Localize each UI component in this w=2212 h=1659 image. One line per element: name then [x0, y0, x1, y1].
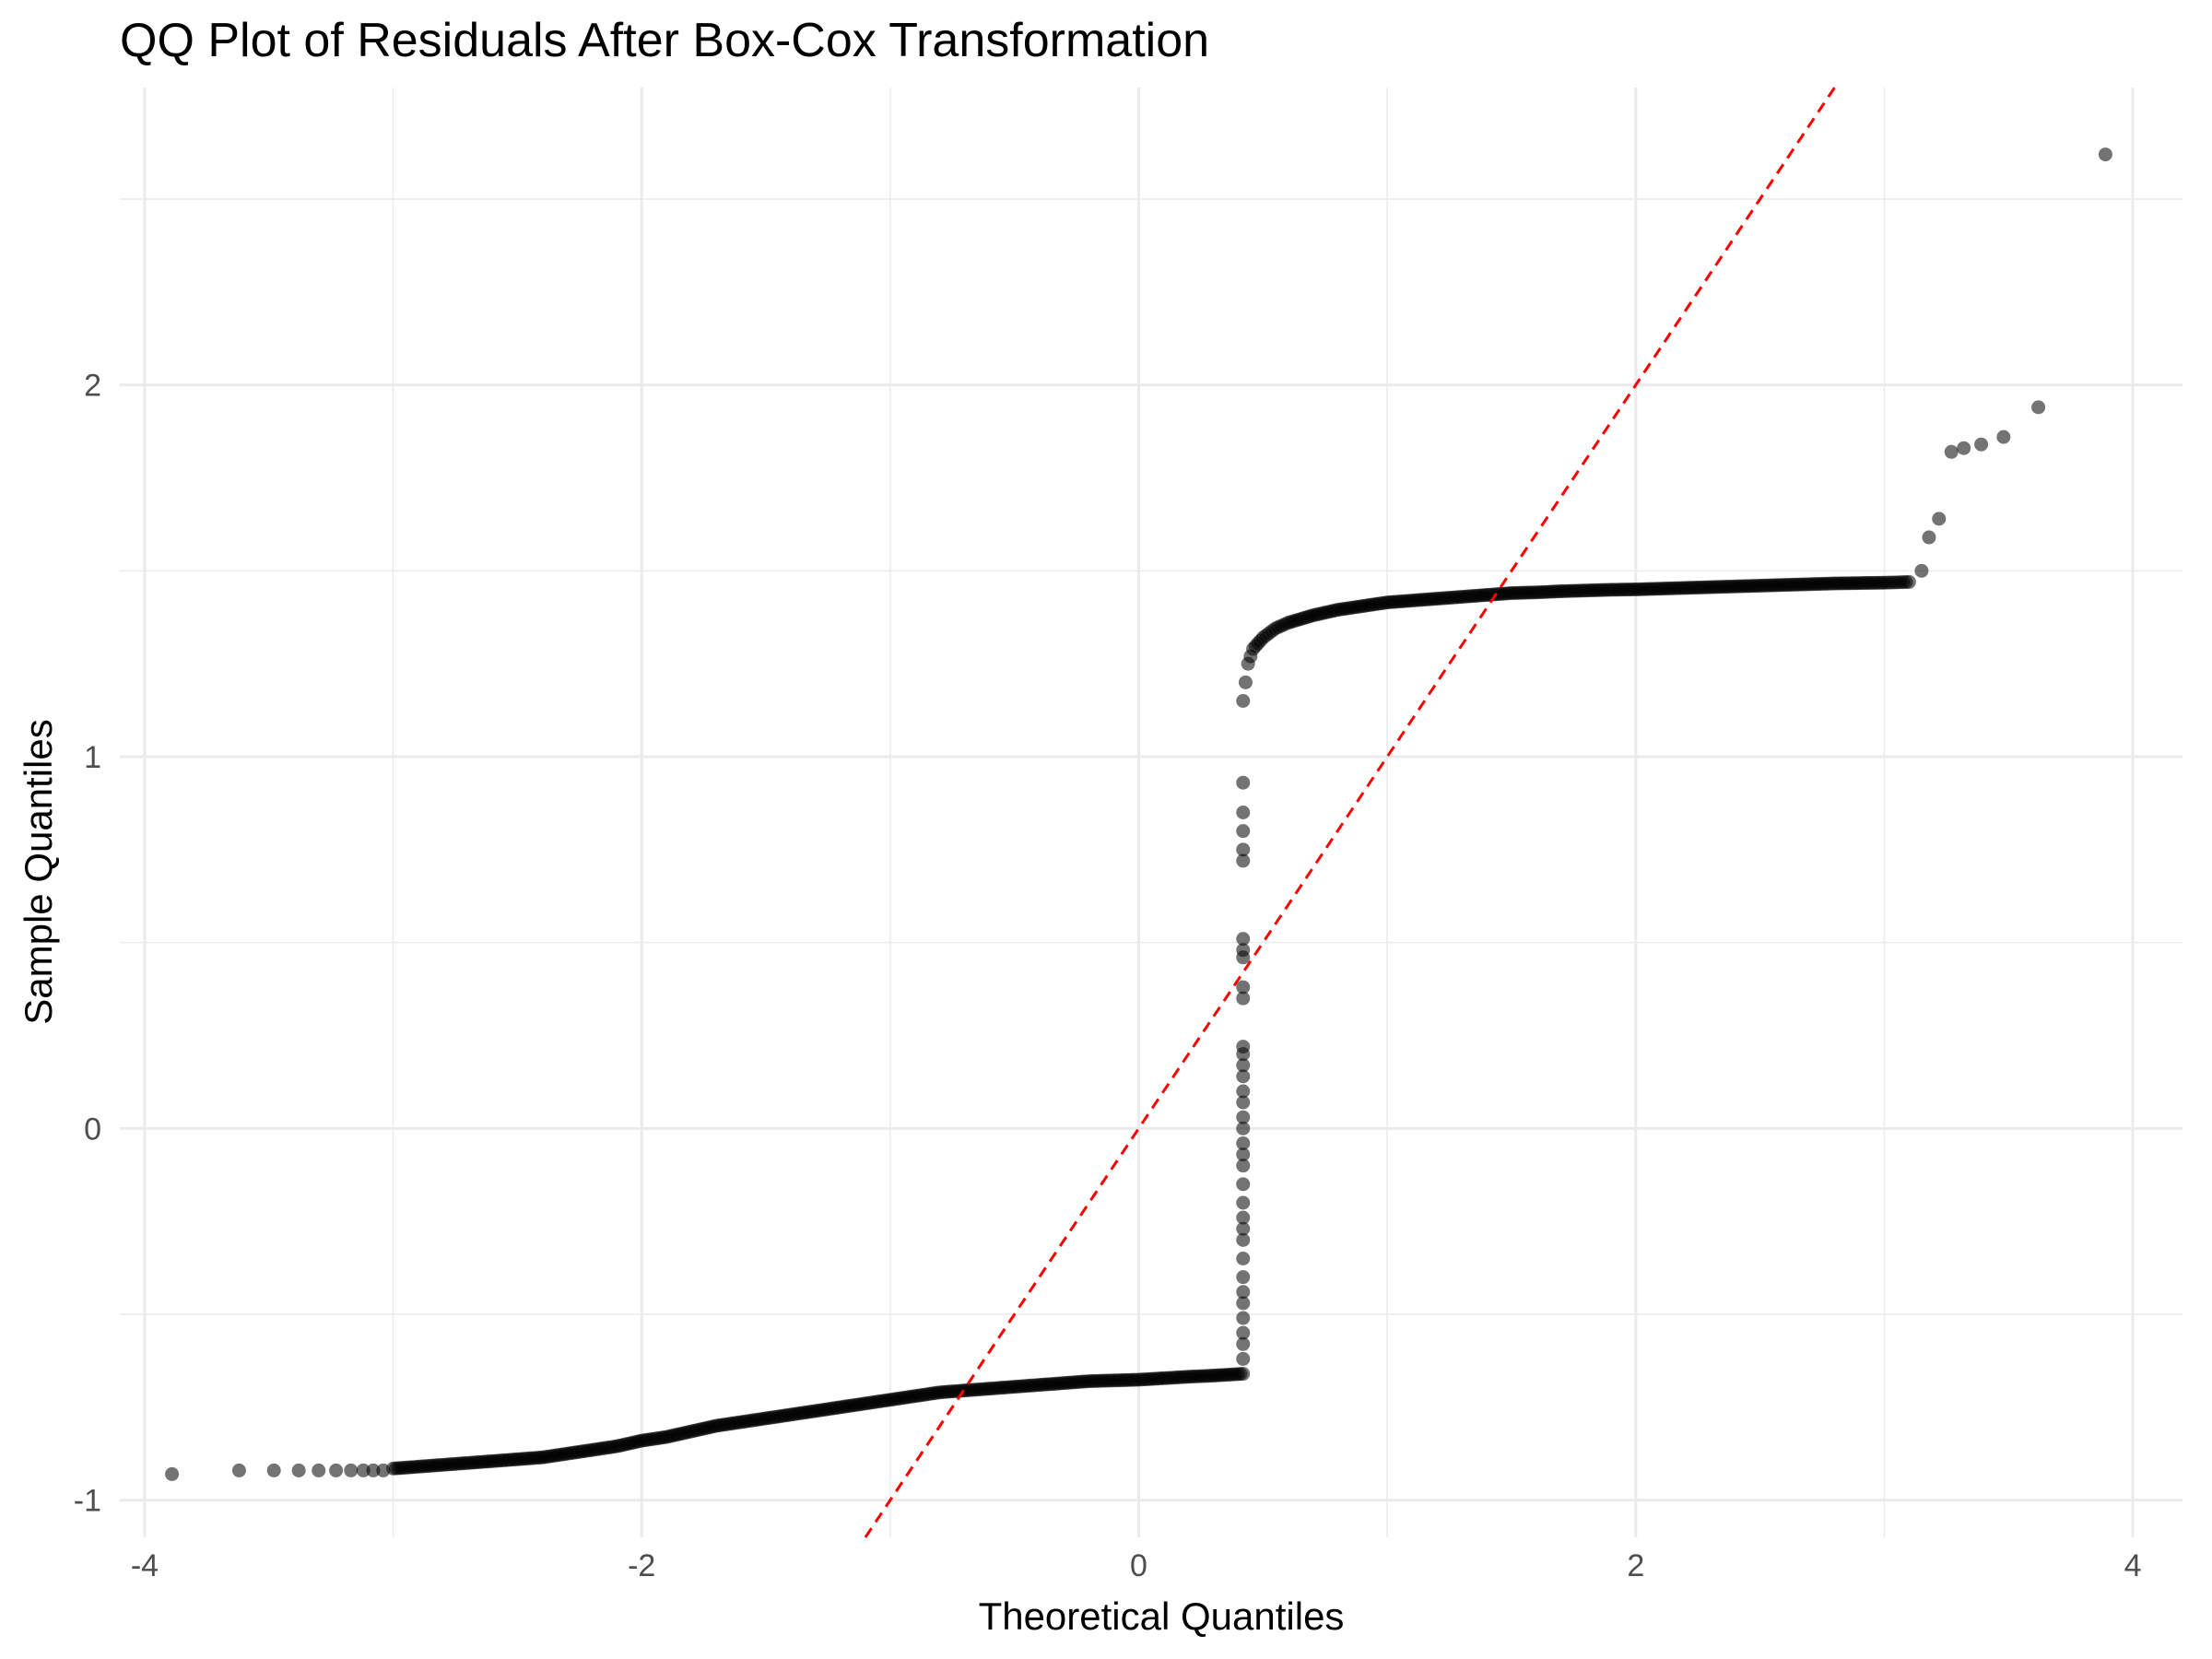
data-point — [231, 1463, 246, 1477]
x-tick-label: 0 — [1130, 1548, 1147, 1583]
y-axis-label: Sample Quantiles — [17, 719, 60, 1025]
data-point — [266, 1463, 281, 1477]
data-point — [1957, 441, 1971, 455]
data-point — [1236, 1336, 1251, 1351]
y-tick-label: 0 — [84, 1112, 101, 1147]
data-point — [1932, 512, 1947, 526]
data-point — [1236, 1095, 1251, 1110]
data-point — [1236, 1135, 1251, 1150]
x-tick-label: 2 — [1627, 1548, 1644, 1583]
data-point — [356, 1463, 371, 1477]
data-point — [1236, 775, 1251, 790]
data-point — [1236, 1110, 1251, 1124]
data-point — [1944, 444, 1959, 459]
data-point — [1236, 1270, 1251, 1285]
x-tick-label: 4 — [2124, 1548, 2142, 1583]
data-point — [329, 1463, 344, 1477]
data-point — [1236, 1325, 1251, 1340]
data-point — [1236, 842, 1251, 857]
data-point — [1974, 437, 1989, 452]
data-point — [1236, 1069, 1251, 1084]
data-point — [1236, 824, 1251, 839]
data-point — [1236, 1367, 1251, 1382]
data-point — [1236, 1296, 1251, 1311]
x-tick-label: -2 — [628, 1548, 655, 1583]
data-point — [1236, 1084, 1251, 1099]
data-point — [1996, 429, 2011, 444]
data-point — [1236, 853, 1251, 868]
y-tick-label: -1 — [74, 1484, 101, 1519]
data-point — [1922, 530, 1936, 545]
data-point — [1236, 1221, 1251, 1236]
data-point — [1236, 932, 1251, 947]
data-point — [1236, 943, 1251, 958]
data-point — [291, 1463, 306, 1477]
data-point — [1236, 806, 1251, 819]
data-point — [1236, 1351, 1251, 1366]
data-point — [344, 1463, 359, 1477]
data-point — [1914, 563, 1929, 578]
data-points — [165, 147, 2112, 1481]
chart-title: QQ Plot of Residuals After Box-Cox Trans… — [120, 14, 1210, 67]
y-tick-label: 1 — [84, 740, 101, 775]
data-point — [1901, 574, 1916, 589]
data-point — [1236, 1147, 1251, 1162]
data-point — [1236, 1285, 1251, 1300]
y-tick-labels: -1 0 1 2 — [74, 369, 101, 1519]
x-tick-label: -4 — [131, 1548, 159, 1583]
data-point — [1236, 1232, 1251, 1247]
major-gridlines — [120, 88, 2183, 1537]
x-tick-labels: -4 -2 0 2 4 — [131, 1548, 2142, 1583]
data-point — [1236, 980, 1251, 994]
data-point — [1236, 1177, 1251, 1192]
y-tick-label: 2 — [84, 369, 101, 404]
data-point — [1236, 1121, 1251, 1135]
data-point — [1236, 1311, 1251, 1325]
reference-line-path — [864, 87, 1836, 1538]
data-point — [2098, 147, 2112, 162]
data-point — [165, 1466, 180, 1481]
data-point — [1236, 1159, 1251, 1173]
data-point — [1236, 694, 1251, 708]
data-point — [1236, 1195, 1251, 1210]
data-point — [2031, 400, 2046, 415]
data-point — [1236, 1210, 1251, 1225]
reference-line — [864, 87, 1836, 1538]
data-point — [1236, 1252, 1251, 1265]
minor-gridlines — [120, 88, 2183, 1537]
data-point — [1236, 991, 1251, 1006]
x-axis-label: Theoretical Quantiles — [978, 1594, 1345, 1638]
data-point — [1238, 675, 1253, 689]
data-point — [366, 1463, 381, 1477]
data-point — [312, 1463, 326, 1477]
data-point — [1236, 1040, 1251, 1054]
data-point — [1236, 1058, 1251, 1073]
